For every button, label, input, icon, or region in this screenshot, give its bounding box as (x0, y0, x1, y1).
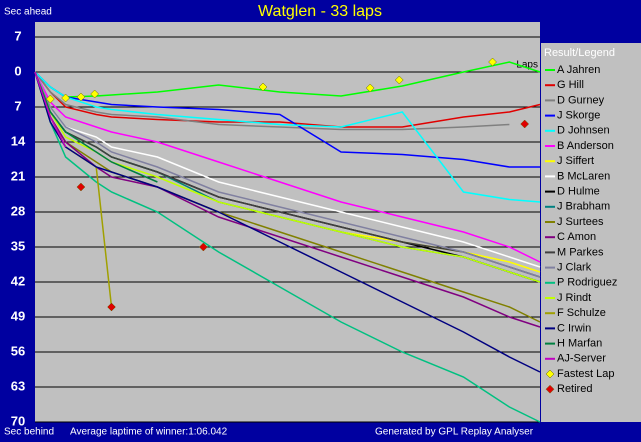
marker (365, 83, 375, 93)
legend-label: J Siffert (557, 155, 594, 167)
marker (258, 82, 268, 92)
legend-label: J Surtees (557, 216, 604, 228)
legend-label: B McLaren (557, 170, 610, 182)
series-line (34, 71, 541, 128)
marker (76, 92, 86, 102)
legend-label: A Jahren (557, 64, 600, 76)
y-tick-label: 42 (11, 273, 25, 288)
y-tick-label: 28 (11, 203, 25, 218)
series-line (34, 71, 158, 183)
marker (76, 182, 86, 192)
series-line (34, 71, 541, 283)
y-tick-label: 49 (11, 308, 25, 323)
legend-label: M Parkes (557, 246, 604, 258)
legend-label: F Schulze (557, 307, 606, 319)
marker (61, 93, 70, 103)
marker (394, 75, 404, 85)
y-tick-label: 56 (11, 343, 25, 358)
legend-label: P Rodriguez (557, 277, 617, 289)
legend-label: C Irwin (557, 322, 591, 334)
marker (488, 57, 497, 67)
legend-label: D Hulme (557, 186, 600, 198)
legend-label: AJ-Server (557, 353, 606, 365)
y-tick-label: 35 (11, 238, 25, 253)
chart-title: Watglen - 33 laps (258, 3, 382, 20)
legend-label: J Clark (557, 262, 592, 274)
legend-label: D Gurney (557, 94, 605, 106)
y-tick-label: 14 (11, 133, 26, 148)
footer-left: Average laptime of winner:1:06.042 (70, 427, 228, 438)
x-axis-label: Laps (516, 60, 538, 71)
marker (198, 242, 208, 252)
legend-label: J Skorge (557, 110, 600, 122)
series-line (34, 71, 541, 423)
series-line (34, 71, 541, 263)
y-label-top: Sec ahead (4, 7, 52, 18)
series-line (34, 71, 541, 328)
series-line (34, 71, 67, 148)
marker (90, 89, 100, 99)
series-line (34, 71, 541, 278)
y-label-bottom: Sec behind (4, 427, 54, 438)
legend-label: H Marfan (557, 338, 602, 350)
y-tick-label: 0 (14, 63, 21, 78)
legend-label: Retired (557, 383, 592, 395)
legend-swatch (545, 384, 555, 394)
y-tick-label: 7 (14, 28, 21, 43)
marker (520, 119, 530, 129)
legend-label: D Johnsen (557, 125, 610, 137)
marker (45, 94, 55, 104)
legend-box (541, 43, 641, 422)
y-tick-label: 21 (11, 168, 25, 183)
plot-area (35, 22, 540, 422)
y-tick-label: 70 (11, 413, 25, 428)
series-line (34, 71, 541, 373)
legend-swatch (545, 369, 555, 379)
series-line (34, 71, 510, 131)
marker (107, 302, 116, 312)
legend-title: Result/Legend (544, 47, 615, 59)
legend-label: B Anderson (557, 140, 614, 152)
footer-right: Generated by GPL Replay Analyser (375, 427, 534, 438)
legend-label: C Amon (557, 231, 596, 243)
legend-label: Fastest Lap (557, 368, 614, 380)
legend-label: J Brabham (557, 201, 610, 213)
y-tick-label: 63 (11, 378, 25, 393)
legend-label: J Rindt (557, 292, 591, 304)
legend-label: G Hill (557, 79, 584, 91)
y-tick-label: 7 (14, 98, 21, 113)
